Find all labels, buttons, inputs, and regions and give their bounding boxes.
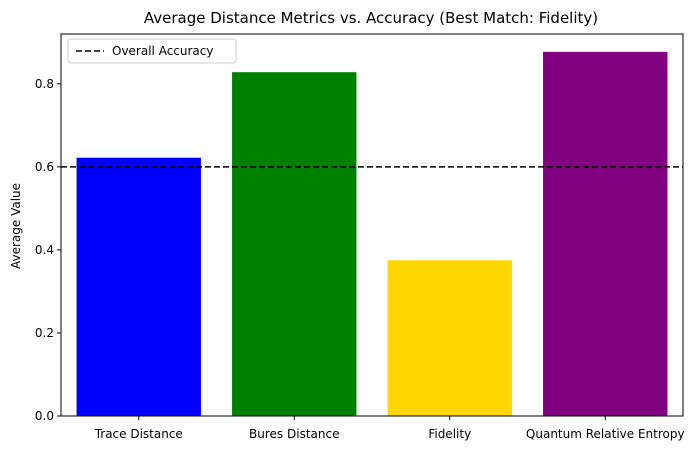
y-tick-label: 0.2 <box>35 326 54 340</box>
x-tick-label: Bures Distance <box>249 427 339 441</box>
x-ticks-group: Trace Distance Bures Distance Fidelity Quan… <box>94 416 685 441</box>
bar-bures-distance <box>232 72 357 416</box>
chart-title: Average Distance Metrics vs. Accuracy (B… <box>144 9 598 27</box>
y-tick-label: 0.0 <box>35 409 54 423</box>
legend: Overall Accuracy <box>67 38 237 64</box>
plot-frame <box>60 33 684 417</box>
bar-quantum-relative-entropy <box>543 51 668 417</box>
legend-label: Overall Accuracy <box>112 44 213 58</box>
y-ticks-group: 0.0 0.2 0.4 0.6 0.8 <box>35 77 61 423</box>
y-tick-label: 0.6 <box>35 160 54 174</box>
legend-box <box>67 38 237 64</box>
y-tick-label: 0.4 <box>35 243 54 257</box>
bars-group <box>76 51 668 417</box>
x-tick-label: Trace Distance <box>94 427 183 441</box>
x-tick-label: Quantum Relative Entropy <box>526 427 685 441</box>
y-axis-label: Average Value <box>9 183 23 269</box>
y-tick-label: 0.8 <box>35 77 54 91</box>
x-tick-label: Fidelity <box>428 427 471 441</box>
axes-group <box>60 33 684 417</box>
bar-fidelity <box>387 260 512 416</box>
bar-trace-distance <box>76 157 201 416</box>
